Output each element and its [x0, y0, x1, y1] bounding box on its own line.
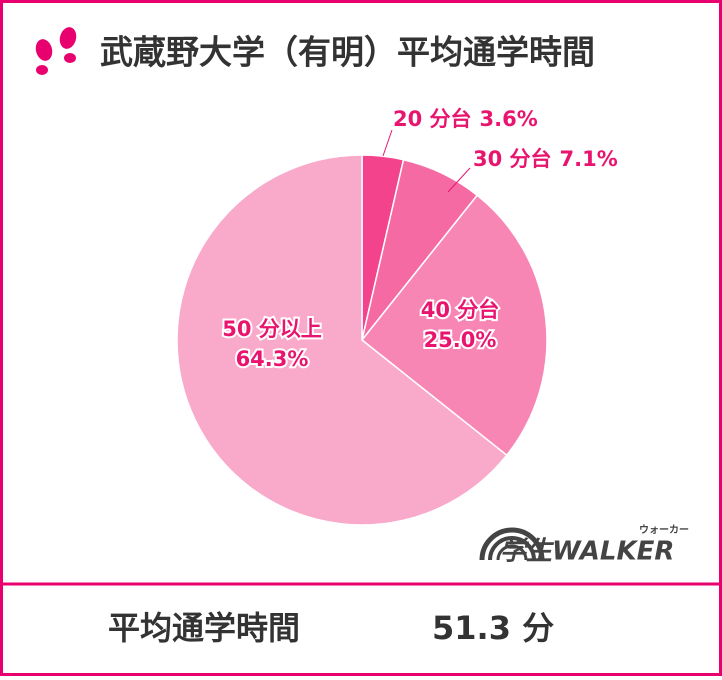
pie-slice — [360, 194, 548, 457]
chart-title: 武蔵野大学（有明）平均通学時間 — [100, 33, 595, 72]
value-label: 25.0% — [424, 328, 497, 352]
category-label: 50 分以上 — [222, 317, 322, 341]
category-label: 30 分台 — [473, 147, 552, 171]
category-label: 40 分台 — [421, 298, 500, 322]
category-label: 20 分台 — [393, 107, 472, 131]
leader-line — [447, 167, 471, 193]
footprint-icon — [35, 27, 77, 75]
pie-slice — [176, 154, 508, 526]
logo: 学生WALKER ウォーカー — [479, 524, 689, 567]
value-label: 3.6% — [480, 107, 538, 131]
footer-label: 平均通学時間 — [108, 609, 300, 647]
value-label: 7.1% — [560, 147, 618, 171]
logo-kana: ウォーカー — [639, 524, 689, 536]
leader-line — [382, 129, 393, 157]
pie: 20 分台 3.6% 30 分台 7.1% 40 分台 25.0% 50 分以上 64.3% — [176, 105, 620, 526]
logo-text: 学生WALKER — [500, 537, 674, 567]
value-label: 64.3% — [236, 347, 309, 371]
footer-value: 51.3 分 — [432, 609, 554, 647]
